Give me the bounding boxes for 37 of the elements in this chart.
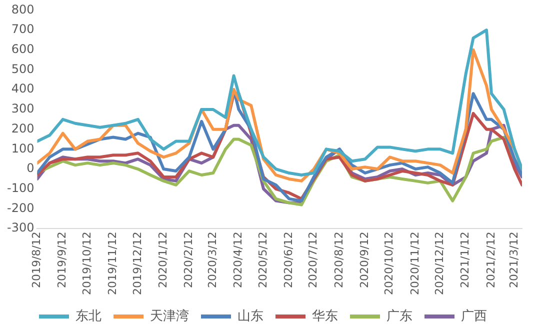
y-tick-label: 500 — [11, 62, 34, 76]
y-tick-label: 100 — [11, 141, 34, 156]
x-tick-label: 2020/5/12 — [256, 232, 270, 288]
x-tick-label: 2020/7/12 — [306, 232, 320, 288]
x-tick-label: 2019/9/12 — [56, 232, 69, 288]
x-tick-label: 2020/11/12 — [408, 232, 422, 296]
legend-label: 天津湾 — [150, 308, 189, 324]
x-tick-label: 2020/4/12 — [232, 232, 245, 288]
x-tick-label: 2020/9/12 — [358, 232, 371, 288]
legend-label: 广西 — [461, 308, 487, 324]
x-tick-label: 2020/2/12 — [182, 232, 196, 288]
x-tick-label: 2021/3/12 — [507, 232, 520, 288]
y-tick-label: -200 — [7, 200, 34, 215]
x-tick-label: 2019/12/12 — [130, 232, 144, 296]
y-tick-label: 700 — [11, 22, 34, 36]
legend-label: 华东 — [312, 308, 338, 324]
x-tick-label: 2021/1/12 — [458, 232, 472, 288]
y-tick-label: 400 — [11, 82, 34, 96]
x-tick-label: 2020/6/12 — [282, 232, 295, 288]
legend-label: 东北 — [76, 308, 102, 324]
y-tick-label: -100 — [7, 181, 34, 196]
legend-label: 广东 — [386, 308, 412, 324]
x-tick-label: 2019/10/12 — [80, 232, 94, 296]
y-tick-label: 0 — [26, 161, 34, 176]
y-tick-label: 800 — [11, 2, 34, 16]
y-tick-label: 200 — [11, 121, 34, 136]
y-tick-label: 300 — [11, 102, 34, 116]
x-tick-label: 2020/3/12 — [206, 232, 219, 288]
x-tick-label: 2020/10/12 — [382, 232, 396, 296]
x-tick-label: 2020/12/12 — [433, 232, 446, 296]
legend-label: 山东 — [238, 308, 264, 324]
x-tick-label: 2020/1/12 — [156, 232, 170, 288]
y-tick-label: 600 — [11, 42, 34, 56]
x-tick-label: 2021/2/12 — [484, 232, 498, 288]
x-tick-label: 2019/11/12 — [106, 232, 120, 296]
x-tick-label: 2020/8/12 — [332, 232, 346, 288]
x-tick-label: 2019/8/12 — [30, 232, 44, 288]
